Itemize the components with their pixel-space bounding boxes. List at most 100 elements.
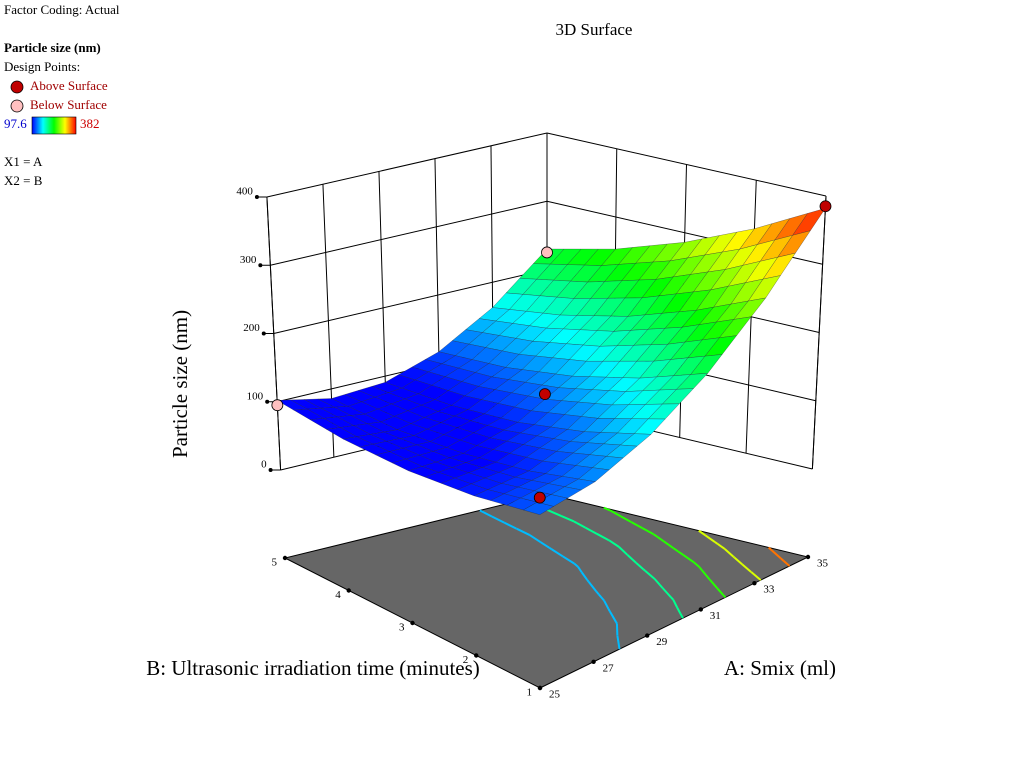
contour-line	[548, 546, 552, 550]
contour-line	[562, 555, 575, 565]
contour-line	[595, 590, 600, 595]
contour-line	[679, 612, 684, 619]
contour-line	[596, 532, 610, 541]
contour-line	[782, 559, 791, 567]
legend-marker	[10, 80, 24, 94]
design-points-label: Design Points:	[4, 59, 80, 74]
contour-line	[587, 581, 597, 592]
contour-line	[618, 546, 629, 556]
contour-line	[672, 599, 678, 608]
contour-line	[607, 608, 611, 612]
contour-line	[584, 526, 598, 535]
contour-line	[670, 596, 675, 601]
contour-line	[603, 506, 611, 512]
axis-line	[811, 195, 827, 470]
contour-line	[597, 593, 605, 602]
contour-line	[717, 543, 726, 550]
tick-dot	[254, 195, 259, 199]
contour-line	[662, 540, 674, 549]
design-point	[539, 388, 551, 401]
contour-line	[560, 515, 575, 523]
tick-dot	[805, 554, 811, 560]
tick-dot	[752, 581, 757, 586]
contour-line	[682, 554, 695, 564]
contour-line	[548, 509, 562, 517]
contour-line	[644, 570, 656, 580]
design-point	[271, 399, 284, 412]
contour-line	[771, 549, 782, 560]
tick-dot	[591, 659, 596, 664]
x-tick-label: 33	[763, 584, 775, 596]
grid-line	[266, 132, 548, 198]
contour-line	[615, 621, 618, 624]
tick-dot	[268, 468, 273, 472]
y-tick-label: 4	[335, 589, 341, 601]
above-label: Above Surface	[30, 78, 108, 93]
factor-label: X1 = A	[4, 154, 43, 169]
contour-line	[722, 594, 727, 599]
tick-dot	[537, 685, 543, 691]
x-tick-label: 35	[817, 558, 829, 570]
contour-line	[608, 539, 620, 548]
x-tick-label: 31	[710, 610, 721, 622]
contour-line	[479, 509, 493, 518]
contour-line	[573, 520, 578, 524]
contour-line	[701, 569, 711, 580]
clim-max: 382	[80, 116, 100, 131]
contour-line	[626, 554, 637, 564]
contour-line	[653, 533, 659, 538]
contour-line	[709, 579, 719, 589]
contour-line	[656, 536, 664, 542]
contour-line	[641, 527, 655, 536]
contour-line	[620, 515, 632, 523]
contour-line	[580, 571, 588, 581]
z-tick-label: 0	[261, 459, 267, 471]
z-tick-label: 400	[236, 186, 253, 198]
contour-line	[780, 557, 785, 562]
contour-line	[698, 566, 703, 572]
contour-line	[677, 550, 685, 556]
contour-line	[539, 541, 550, 549]
below-label: Below Surface	[30, 97, 107, 112]
contour-line	[635, 562, 645, 571]
contour-line	[767, 546, 773, 552]
contour-line	[708, 578, 712, 581]
z-axis-label: Particle size (nm)	[168, 310, 192, 458]
z-tick-label: 300	[240, 254, 257, 266]
legend-title: Particle size (nm)	[4, 40, 101, 55]
z-tick-label: 200	[243, 322, 260, 334]
design-point	[533, 491, 546, 504]
contour-line	[658, 583, 664, 589]
contour-line	[491, 515, 505, 524]
contour-line	[609, 509, 622, 518]
contour-line	[642, 568, 646, 572]
y-axis-label: B: Ultrasonic irradiation time (minutes)	[146, 656, 480, 680]
axis-line	[266, 196, 282, 471]
tick-dot	[265, 399, 270, 404]
color-bar	[31, 116, 77, 135]
tick-dot	[346, 588, 351, 593]
tick-dot	[282, 555, 288, 561]
contour-line	[653, 578, 661, 586]
contour-line	[724, 548, 735, 558]
contour-line	[661, 587, 672, 598]
x-tick-label: 29	[656, 636, 668, 648]
contour-line	[714, 541, 719, 545]
contour-line	[716, 587, 724, 596]
x-tick-label: 25	[549, 689, 561, 701]
legend-marker	[10, 99, 24, 113]
tick-dot	[261, 331, 266, 336]
y-tick-label: 3	[399, 622, 405, 634]
contour-line	[750, 571, 762, 581]
y-tick-label: 1	[527, 687, 533, 699]
contour-line	[693, 561, 700, 568]
tick-dot	[698, 607, 703, 612]
coding-label: Factor Coding: Actual	[4, 2, 120, 17]
z-tick-label: 100	[247, 390, 264, 402]
design-point	[541, 246, 553, 259]
contour-line	[630, 521, 643, 530]
contour-line	[529, 534, 541, 543]
contour-line	[698, 529, 706, 537]
contour-line	[576, 522, 586, 529]
